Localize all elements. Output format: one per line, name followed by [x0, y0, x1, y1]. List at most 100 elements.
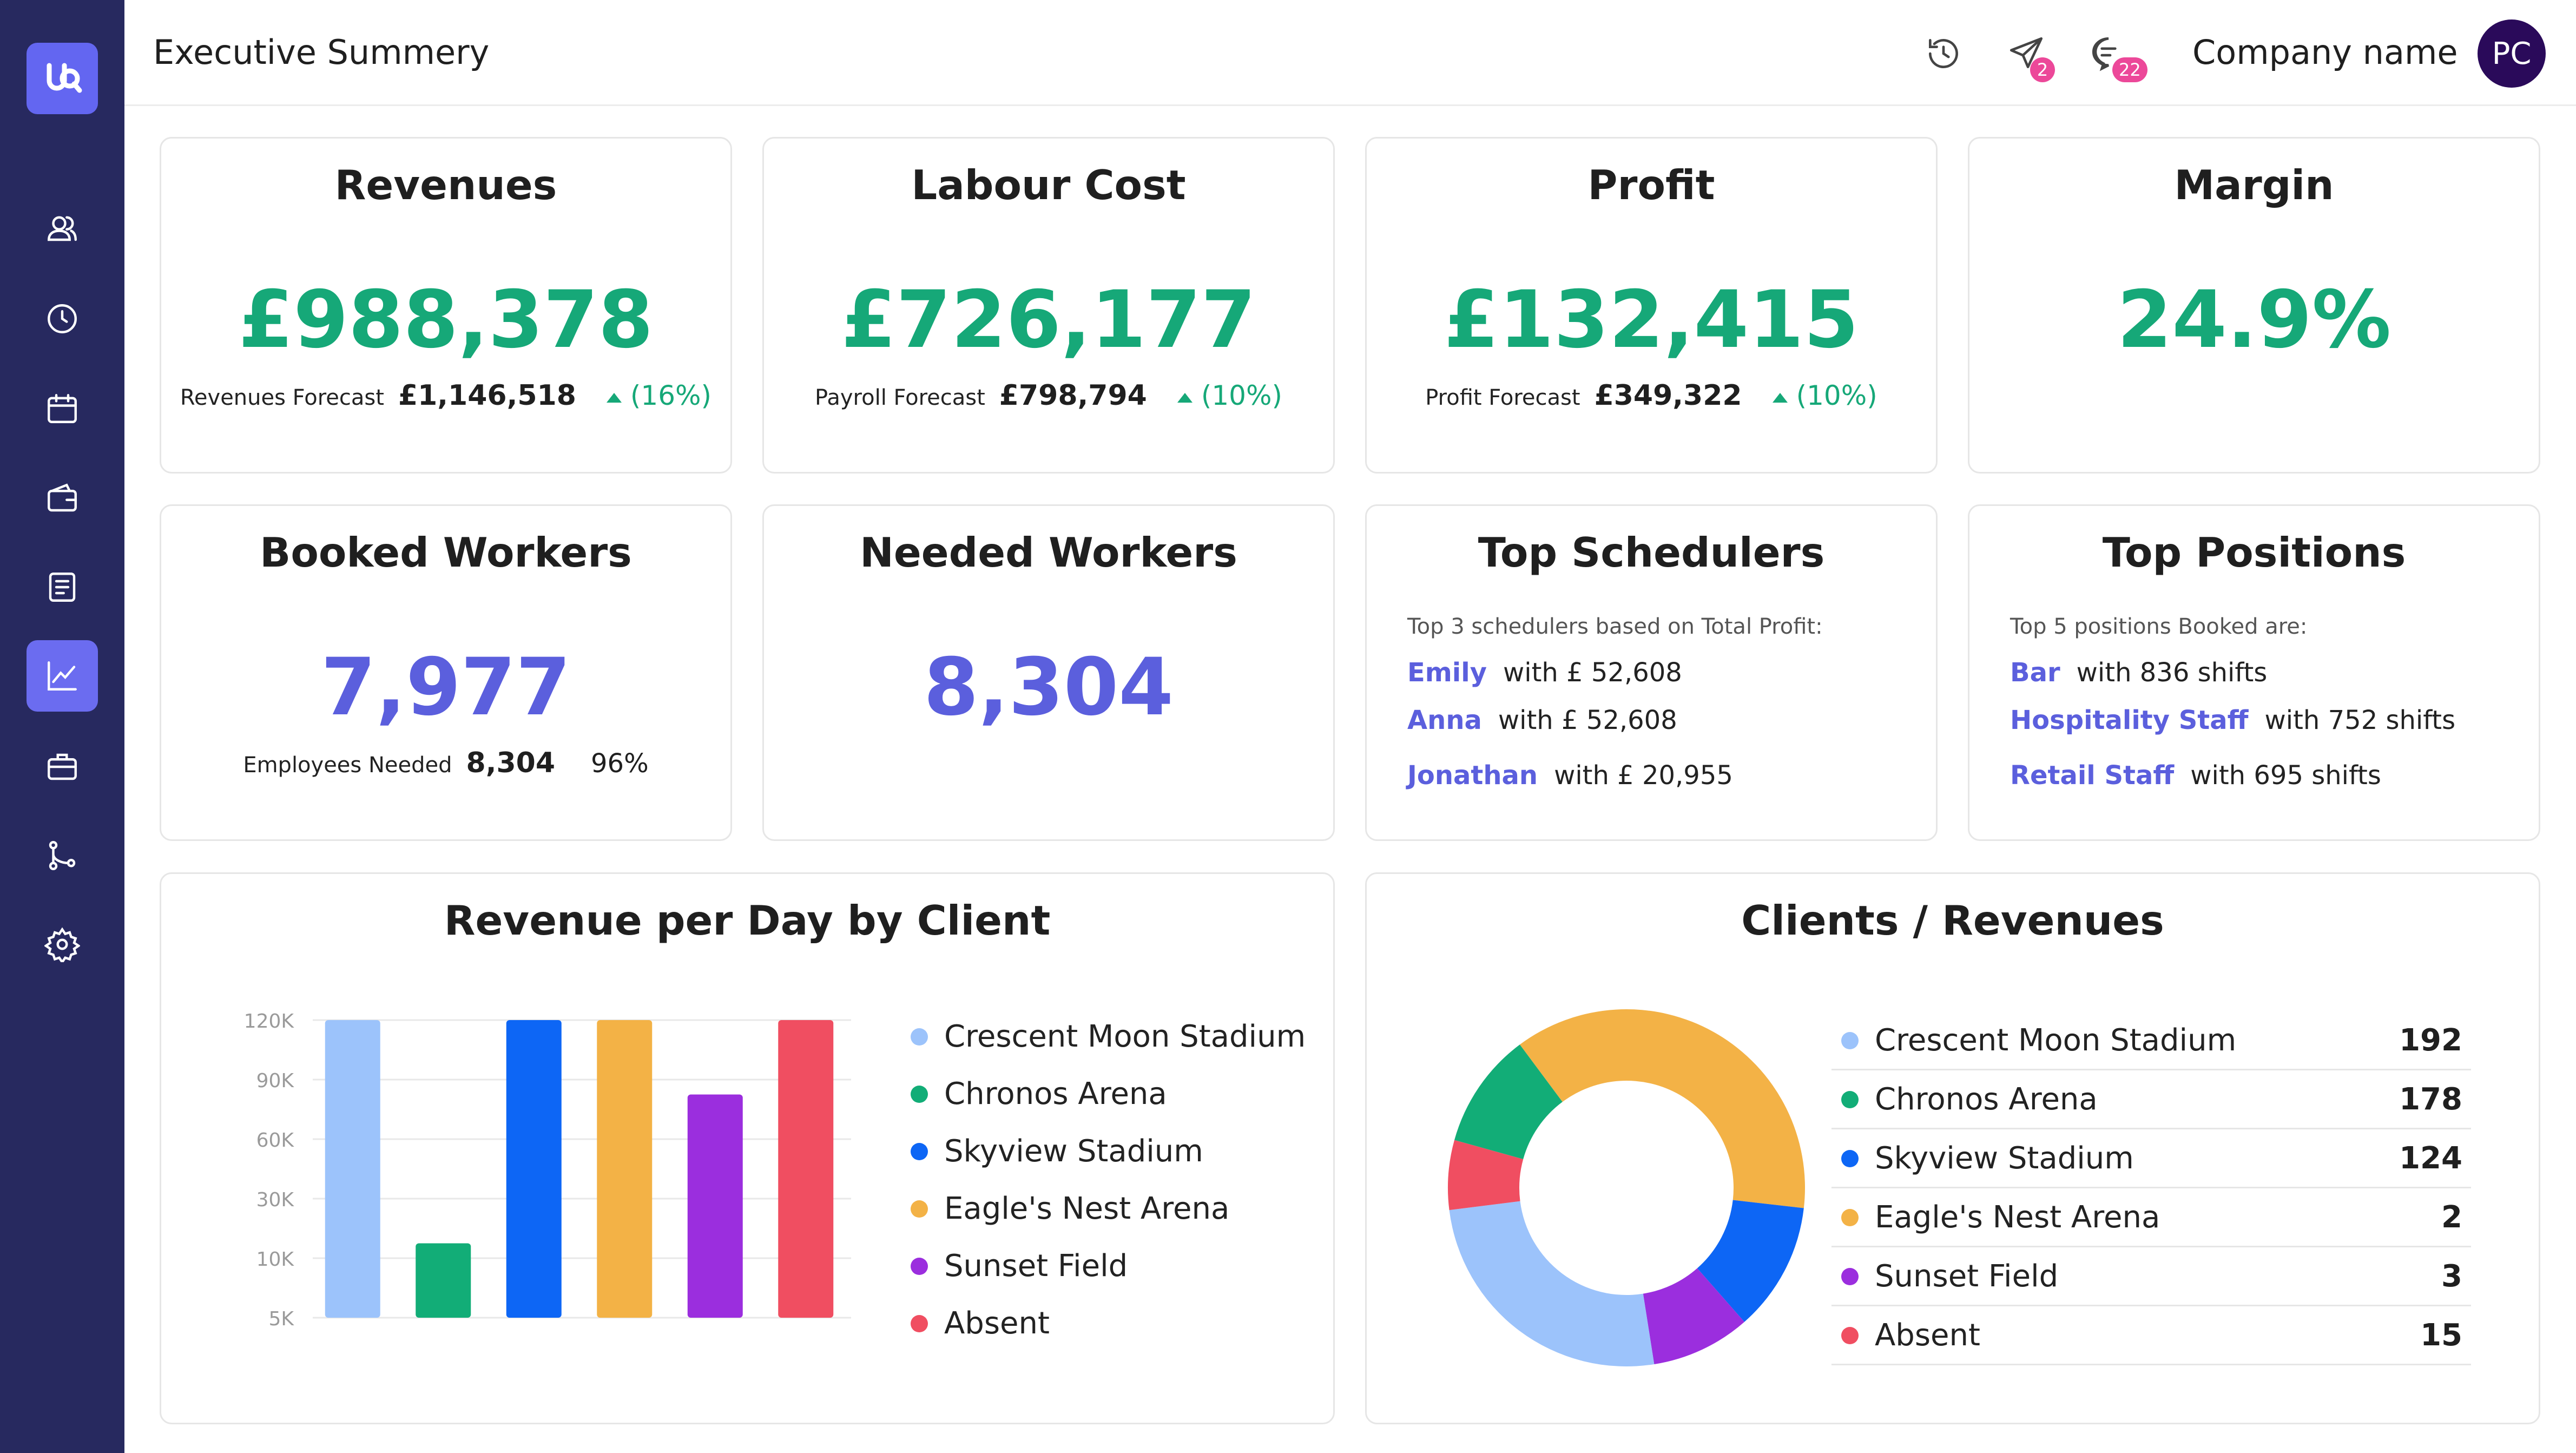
donut-chart [1448, 1009, 1805, 1366]
revenues-forecast-row: Revenues Forecast £1,146,518 (16%) [161, 379, 730, 412]
profit-forecast-row: Profit Forecast £349,322 (10%) [1367, 379, 1936, 412]
donut-slice[interactable] [1449, 1201, 1655, 1366]
table-row[interactable]: Crescent Moon Stadium 192 [1831, 1012, 2471, 1070]
margin-value: 24.9% [2117, 274, 2391, 366]
position-item: Bar with 836 shifts [2010, 658, 2267, 688]
sidebar-item-analytics[interactable] [27, 640, 98, 712]
sidebar-item-calendar[interactable] [27, 373, 98, 444]
top-schedulers-card: Top Schedulers Top 3 schedulers based on… [1365, 504, 1938, 841]
chart-title: Clients / Revenues [1741, 897, 2164, 944]
legend-item[interactable]: Sunset Field [911, 1248, 1128, 1284]
bar[interactable] [687, 1094, 743, 1318]
messages-button[interactable]: 22 [2089, 34, 2147, 82]
client-name: Sunset Field [1875, 1259, 2059, 1294]
client-value: 178 [2399, 1082, 2462, 1117]
card-title: Margin [2174, 161, 2334, 209]
donut-slice[interactable] [1697, 1200, 1804, 1322]
chat-icon [2092, 37, 2117, 71]
legend-item[interactable]: Eagle's Nest Arena [911, 1191, 1229, 1226]
card-title: Labour Cost [911, 161, 1186, 209]
table-row[interactable]: Chronos Arena 178 [1831, 1071, 2471, 1129]
needed-value: 8,304 [466, 747, 555, 779]
logo-icon [47, 63, 82, 93]
company-name[interactable]: Company name [2192, 32, 2458, 72]
scheduler-item: Anna with £ 52,608 [1407, 705, 1677, 735]
schedulers-intro: Top 3 schedulers based on Total Profit: [1407, 614, 1823, 639]
bar[interactable] [778, 1020, 834, 1318]
forecast-value: £349,322 [1594, 379, 1742, 412]
send-icon [2010, 37, 2043, 68]
sidebar-item-reports[interactable] [27, 551, 98, 623]
legend-swatch [911, 1314, 928, 1332]
revenues-value: £988,378 [238, 274, 654, 366]
forecast-change: (16%) [606, 380, 711, 411]
messages-badge: 22 [2112, 57, 2147, 82]
chart-icon [48, 661, 77, 691]
margin-card: Margin 24.9% [1968, 137, 2540, 474]
position-name[interactable]: Retail Staff [2010, 760, 2175, 791]
forecast-label: Revenues Forecast [180, 385, 384, 410]
scheduler-detail: with £ 52,608 [1498, 705, 1677, 735]
card-title: Needed Workers [860, 529, 1237, 576]
bar[interactable] [416, 1243, 471, 1318]
legend-item[interactable]: Absent [911, 1306, 1050, 1341]
legend-item[interactable]: Skyview Stadium [911, 1134, 1203, 1169]
wallet-icon [48, 483, 77, 512]
position-detail: with 752 shifts [2264, 705, 2456, 735]
sidebar-item-jobs[interactable] [27, 731, 98, 803]
donut-slice[interactable] [1448, 1140, 1524, 1211]
legend-item[interactable]: Crescent Moon Stadium [911, 1019, 1306, 1054]
bar[interactable] [506, 1020, 562, 1318]
legend-swatch [911, 1257, 928, 1275]
booked-percentage: 96% [591, 748, 649, 779]
legend-label: Chronos Arena [944, 1076, 1167, 1112]
position-name[interactable]: Bar [2010, 658, 2060, 688]
app-logo[interactable] [27, 43, 98, 114]
table-row[interactable]: Sunset Field 3 [1831, 1248, 2471, 1306]
sidebar-item-settings[interactable] [27, 909, 98, 980]
history-button[interactable] [1923, 34, 1964, 74]
sidebar-item-users[interactable] [27, 192, 98, 264]
y-tick-label: 30K [256, 1189, 295, 1211]
profit-value: £132,415 [1444, 274, 1859, 366]
position-name[interactable]: Hospitality Staff [2010, 705, 2249, 735]
legend-label: Crescent Moon Stadium [944, 1019, 1306, 1054]
payroll-forecast-row: Payroll Forecast £798,794 (10%) [764, 379, 1333, 412]
sidebar-item-wallet[interactable] [27, 463, 98, 534]
table-row[interactable]: Eagle's Nest Arena 2 [1831, 1189, 2471, 1247]
up-arrow-icon [1772, 392, 1788, 403]
briefcase-icon [48, 753, 77, 780]
send-button[interactable]: 2 [2006, 34, 2055, 82]
donut-slice[interactable] [1454, 1044, 1563, 1159]
sidebar-item-workflow[interactable] [27, 820, 98, 891]
client-value: 2 [2441, 1200, 2462, 1235]
chart-title: Revenue per Day by Client [444, 897, 1051, 944]
card-title: Booked Workers [260, 529, 632, 576]
avatar[interactable]: PC [2478, 19, 2546, 88]
legend-swatch [1841, 1208, 1859, 1226]
client-name: Eagle's Nest Arena [1875, 1200, 2160, 1235]
bar[interactable] [325, 1020, 380, 1318]
donut-slice[interactable] [1519, 1009, 1805, 1208]
legend-item[interactable]: Chronos Arena [911, 1076, 1167, 1112]
bar[interactable] [597, 1020, 653, 1318]
client-value: 124 [2399, 1141, 2462, 1176]
position-detail: with 836 shifts [2076, 658, 2268, 688]
y-tick-label: 10K [256, 1248, 295, 1271]
scheduler-name[interactable]: Jonathan [1407, 760, 1538, 791]
table-row[interactable]: Absent 15 [1831, 1307, 2471, 1365]
donut-slice[interactable] [1643, 1268, 1745, 1364]
page-title: Executive Summery [153, 32, 490, 72]
bar-chart: 120K 90K 60K 30K 10K 5K [244, 1010, 851, 1330]
forecast-change: (10%) [1177, 380, 1282, 411]
booked-workers-card: Booked Workers 7,977 Employees Needed 8,3… [160, 504, 732, 841]
sidebar-item-time[interactable] [27, 283, 98, 354]
top-header: Executive Summery 2 22 Company name PC [124, 0, 2576, 106]
scheduler-name[interactable]: Emily [1407, 658, 1487, 688]
position-item: Hospitality Staff with 752 shifts [2010, 705, 2455, 735]
scheduler-name[interactable]: Anna [1407, 705, 1482, 735]
clock-icon [48, 304, 77, 333]
legend-swatch [911, 1142, 928, 1160]
table-row[interactable]: Skyview Stadium 124 [1831, 1130, 2471, 1188]
labour-cost-card: Labour Cost £726,177 Payroll Forecast £79… [762, 137, 1335, 474]
